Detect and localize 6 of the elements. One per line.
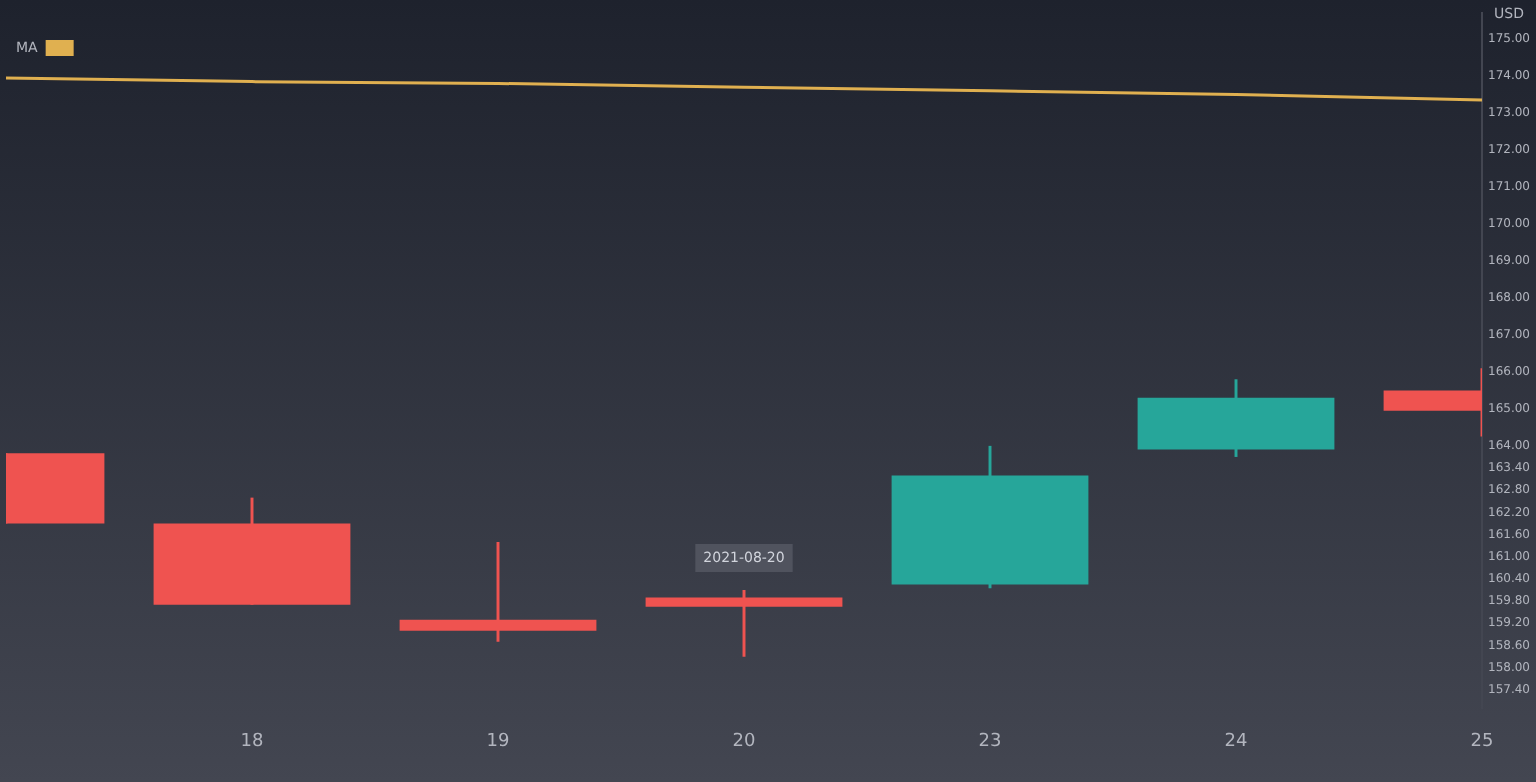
x-tick-label: 23 bbox=[978, 731, 1002, 752]
x-tick-label: 18 bbox=[240, 731, 264, 752]
x-tick-label: 19 bbox=[486, 731, 510, 752]
x-tick-label: 20 bbox=[732, 731, 756, 752]
x-tick-label: 25 bbox=[1470, 731, 1494, 752]
x-tick-label: 24 bbox=[1224, 731, 1249, 752]
